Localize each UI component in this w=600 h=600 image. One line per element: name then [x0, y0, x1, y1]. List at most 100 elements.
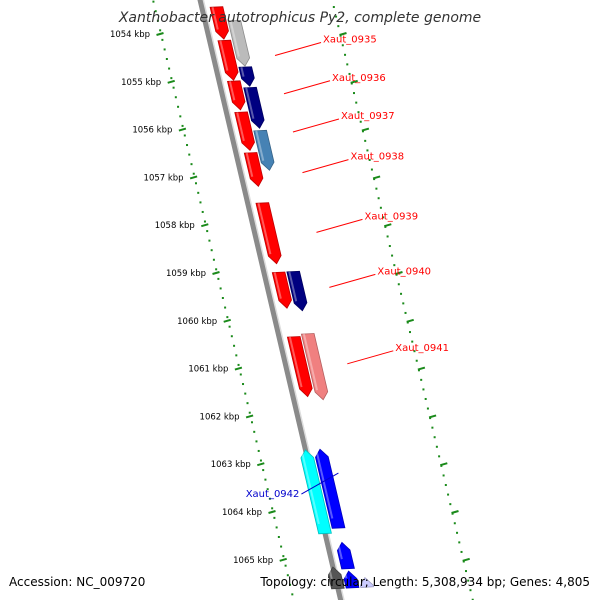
gene-arrow[interactable] — [227, 19, 251, 67]
gene-label-leader — [302, 159, 349, 174]
gene-arrow-highlight — [229, 20, 240, 57]
gene-arrow[interactable] — [327, 566, 345, 590]
gene-arrow-highlight — [236, 112, 245, 142]
ruler-dot — [235, 354, 238, 357]
gene-arrow-highlight — [255, 130, 265, 161]
ruler-tick-left — [189, 175, 198, 180]
gene-arrow-highlight — [337, 542, 343, 560]
gene-arrow-highlight — [288, 336, 303, 388]
ruler-dot — [255, 440, 258, 443]
ruler-dot — [212, 258, 215, 261]
gene-label: Xaut_0938 — [350, 152, 404, 163]
ruler-tick-right — [451, 510, 459, 514]
ruler-tick-left — [156, 32, 164, 36]
ruler-dotted-left — [152, 0, 294, 596]
ruler-tick-right — [350, 79, 358, 84]
gene-arrow-highlight — [228, 81, 236, 101]
ruler-dot — [335, 15, 338, 18]
gene-label: Xaut_0941 — [395, 343, 449, 354]
ruler-dot — [186, 144, 189, 147]
ruler-dot — [408, 331, 411, 334]
ruler-dot — [460, 550, 463, 553]
ruler-dot — [375, 187, 378, 190]
gene-arrow[interactable] — [234, 111, 255, 152]
kbp-tick-label: 1064 kbp — [222, 508, 262, 518]
ruler-dot — [215, 268, 218, 271]
ruler-dot — [426, 407, 429, 410]
kbp-ruler: 1054 kbp 1055 kbp 1056 kbp 1057 kbp 1058 kbp… — [110, 0, 474, 600]
gene-arrow[interactable] — [243, 152, 264, 187]
ruler-dot — [172, 86, 175, 89]
ruler-dot — [237, 363, 240, 366]
ruler-dot — [208, 239, 211, 242]
gene-arrow-highlight — [219, 40, 229, 71]
accession-text: Accession: NC_009720 — [9, 575, 145, 589]
ruler-dot — [420, 378, 423, 381]
ruler-dot — [370, 168, 373, 171]
gene-arrow[interactable] — [336, 541, 355, 570]
gene-arrow-highlight — [245, 87, 255, 119]
ruler-dot — [469, 589, 472, 592]
ruler-dot — [219, 287, 222, 290]
gene-label-leader — [292, 118, 340, 133]
ruler-tick-right — [440, 462, 448, 467]
kbp-tick-label: 1058 kbp — [155, 221, 195, 231]
gene-arrow[interactable] — [315, 448, 346, 529]
ruler-dot — [341, 44, 344, 47]
ruler-dot — [411, 340, 414, 343]
gene-arrow[interactable] — [227, 80, 246, 111]
ruler-dot — [239, 373, 242, 376]
ruler-dot — [275, 526, 278, 529]
ruler-dot — [156, 19, 159, 22]
genome-title: Xanthobacter autotrophicus Py2, complete… — [118, 10, 481, 26]
gene-arrow[interactable] — [286, 270, 308, 312]
ruler-dot — [433, 436, 436, 439]
gene-label: Xaut_0942 — [246, 489, 300, 500]
ruler-dot — [431, 426, 434, 429]
ruler-dot — [165, 57, 168, 60]
ruler-dot — [413, 350, 416, 353]
ruler-dot — [271, 507, 274, 510]
ruler-dot — [348, 72, 351, 75]
gene-arrow[interactable] — [359, 576, 375, 588]
gene-label-leader — [316, 218, 363, 233]
ruler-dot — [332, 6, 335, 9]
ruler-tick-right — [417, 366, 426, 371]
gene-arrow[interactable] — [238, 66, 255, 87]
ruler-dot — [161, 38, 164, 41]
ruler-tick-left — [245, 414, 254, 419]
gene-arrow[interactable] — [243, 86, 265, 129]
ruler-dot — [438, 455, 441, 458]
gene-arrow[interactable] — [253, 129, 275, 171]
gene-arrow[interactable] — [300, 449, 332, 535]
gene-arrow[interactable] — [217, 39, 239, 81]
gene-arrow[interactable] — [271, 271, 292, 309]
ruler-tick-right — [406, 318, 414, 323]
gene-arrow[interactable] — [255, 202, 282, 265]
ruler-dot — [368, 158, 371, 161]
ruler-dot — [286, 574, 289, 577]
ruler-dot — [364, 139, 367, 142]
ruler-dot — [183, 134, 186, 137]
ruler-dot — [359, 120, 362, 123]
gene-track[interactable] — [209, 6, 375, 590]
ruler-tick-left — [279, 557, 287, 562]
gene-arrow-highlight — [257, 202, 272, 255]
gene-arrow-highlight — [302, 333, 319, 391]
gene-arrow[interactable] — [343, 570, 360, 589]
gene-arrow[interactable] — [209, 6, 229, 40]
ruler-tick-right — [339, 32, 347, 36]
gene-label: Xaut_0940 — [377, 266, 431, 277]
ruler-tick-left — [257, 462, 265, 467]
ruler-dot — [233, 344, 236, 347]
gene-labels: Xaut_0935 Xaut_0936 Xaut_0937 Xaut_0938 Xaut… — [246, 35, 449, 501]
ruler-tick-right — [428, 414, 437, 419]
ruler-dot — [453, 522, 456, 525]
gene-label-leader — [301, 472, 339, 495]
ruler-dot — [224, 306, 227, 309]
gene-label: Xaut_0936 — [332, 73, 386, 84]
kbp-tick-label: 1061 kbp — [188, 365, 228, 375]
gene-arrow[interactable] — [286, 336, 313, 398]
gene-arrow[interactable] — [300, 333, 329, 401]
